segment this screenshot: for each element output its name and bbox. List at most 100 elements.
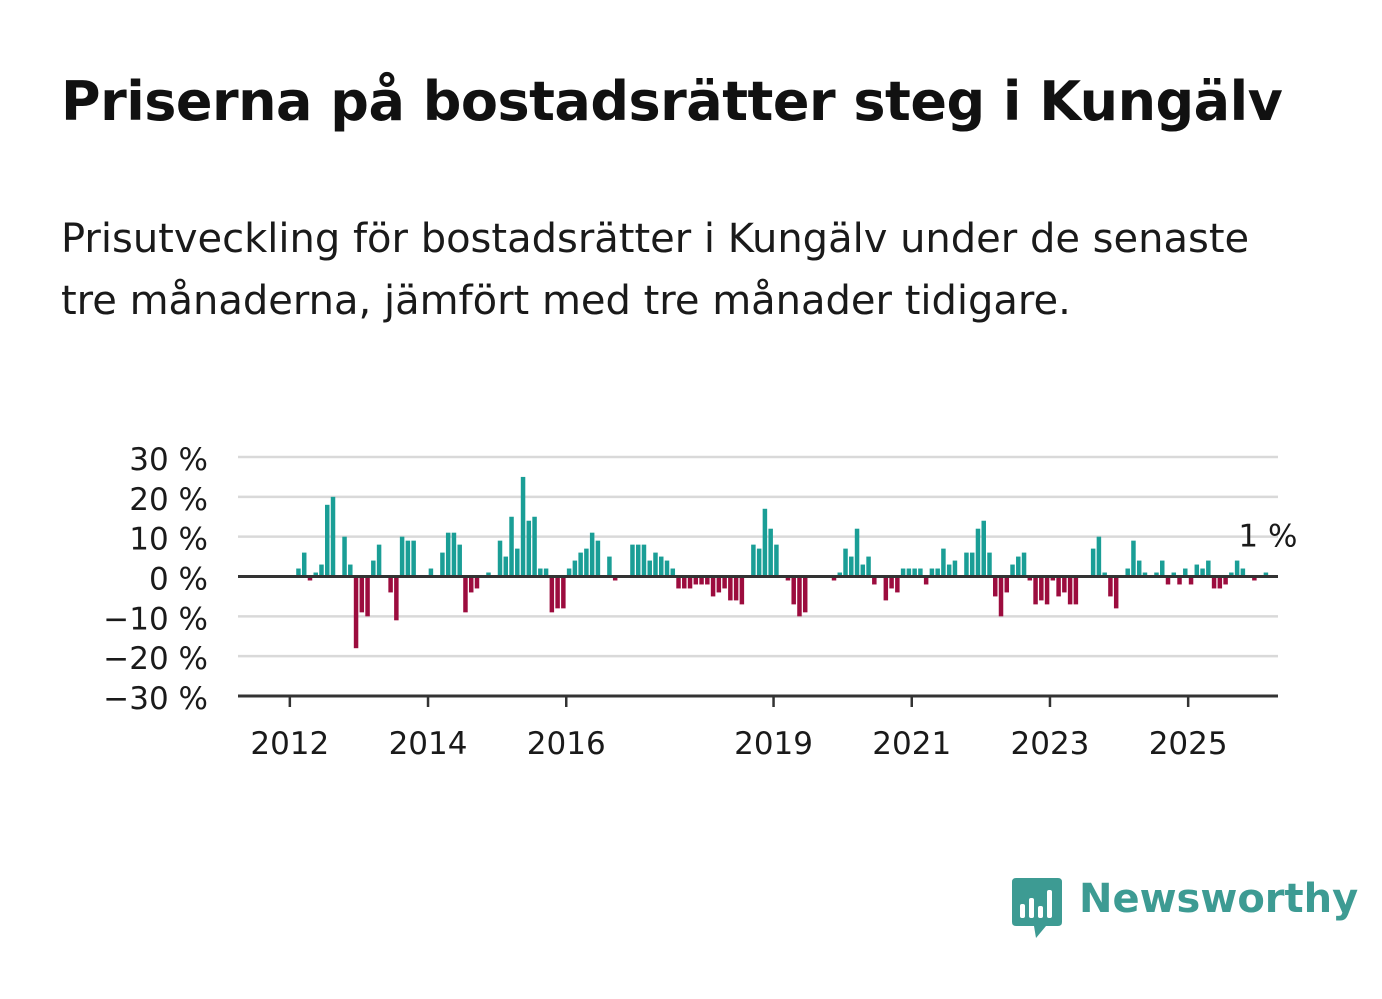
x-tick-label: 2014 xyxy=(389,726,468,762)
bar xyxy=(1188,576,1194,585)
bar xyxy=(445,532,451,577)
bar xyxy=(463,576,468,613)
bar xyxy=(486,572,491,577)
bar xyxy=(1056,576,1061,597)
x-tick-label: 2021 xyxy=(872,726,951,762)
bar xyxy=(1165,576,1171,585)
x-tick-label: 2016 xyxy=(527,726,606,762)
bar xyxy=(929,568,935,577)
bar xyxy=(1263,572,1269,577)
grid-lines xyxy=(238,455,1278,658)
bar xyxy=(981,520,986,577)
bar xyxy=(307,576,313,581)
bar xyxy=(722,576,727,589)
bar xyxy=(670,568,676,577)
bar xyxy=(935,568,940,577)
bar xyxy=(843,548,848,577)
bar xyxy=(388,576,393,593)
bar xyxy=(837,572,843,577)
bar xyxy=(1194,564,1200,577)
bar xyxy=(768,528,773,577)
bar xyxy=(399,536,405,577)
bar xyxy=(797,576,802,617)
bar xyxy=(630,544,635,577)
bar xyxy=(1102,572,1107,577)
bar xyxy=(998,576,1004,617)
bar xyxy=(716,576,722,593)
y-tick-label: 30 % xyxy=(129,442,208,478)
bar xyxy=(635,544,641,577)
bar xyxy=(612,576,618,581)
bar xyxy=(348,564,353,577)
bar xyxy=(319,564,324,577)
bar xyxy=(1010,564,1015,577)
bar xyxy=(1096,536,1102,577)
bar xyxy=(895,576,900,593)
bar xyxy=(405,540,411,577)
bar xyxy=(1125,568,1130,577)
bar xyxy=(313,572,318,577)
axes xyxy=(238,575,1278,707)
bar xyxy=(1021,552,1027,577)
bar xyxy=(975,528,981,577)
bar xyxy=(964,552,969,577)
bar xyxy=(353,576,359,649)
bar xyxy=(515,548,520,577)
bar xyxy=(1154,572,1159,577)
bar xyxy=(687,576,693,589)
bar xyxy=(682,576,687,589)
bar xyxy=(572,560,578,577)
y-tick-label: 10 % xyxy=(129,522,208,558)
chart-title: Priserna på bostadsrätter steg i Kungälv xyxy=(61,70,1283,133)
bar xyxy=(774,544,779,577)
bar xyxy=(566,568,572,577)
bar xyxy=(912,568,917,577)
bar xyxy=(918,568,923,577)
bar xyxy=(1142,572,1148,577)
value-annotation: 1 % xyxy=(1238,519,1297,555)
bar xyxy=(728,576,733,601)
bar xyxy=(641,544,647,577)
bar xyxy=(532,516,537,577)
bar xyxy=(993,576,998,597)
bar xyxy=(457,544,462,577)
bar xyxy=(647,560,652,577)
bar xyxy=(664,560,670,577)
bar xyxy=(549,576,555,613)
bar xyxy=(555,576,560,609)
bar xyxy=(1033,576,1038,605)
bar xyxy=(791,576,796,605)
bar xyxy=(394,576,399,621)
bar xyxy=(653,552,658,577)
bar xyxy=(1039,576,1044,601)
bar xyxy=(1062,576,1067,593)
bar xyxy=(676,576,681,589)
brand-name: Newsworthy xyxy=(1079,876,1359,922)
bar xyxy=(1027,576,1033,581)
y-tick-label: −20 % xyxy=(103,641,208,677)
y-tick-label: 0 % xyxy=(149,562,208,598)
bar xyxy=(756,548,762,577)
bar xyxy=(751,544,756,577)
bar xyxy=(785,576,791,581)
bar xyxy=(1223,576,1228,585)
bar xyxy=(693,576,699,585)
bar xyxy=(440,552,445,577)
chart-subtitle: Prisutveckling för bostadsrätter i Kungä… xyxy=(61,216,1250,324)
x-tick-label: 2012 xyxy=(250,726,329,762)
bar xyxy=(1004,576,1010,593)
bar xyxy=(1217,576,1223,589)
bar xyxy=(589,532,595,577)
bar xyxy=(1073,576,1079,605)
bar xyxy=(1252,576,1257,581)
bar xyxy=(952,560,958,577)
bar xyxy=(733,576,739,601)
bar xyxy=(301,552,307,577)
bar xyxy=(561,576,566,609)
bar xyxy=(866,556,871,577)
bar xyxy=(705,576,710,585)
bar xyxy=(1050,576,1056,581)
bar xyxy=(831,576,837,581)
bar xyxy=(1234,560,1240,577)
